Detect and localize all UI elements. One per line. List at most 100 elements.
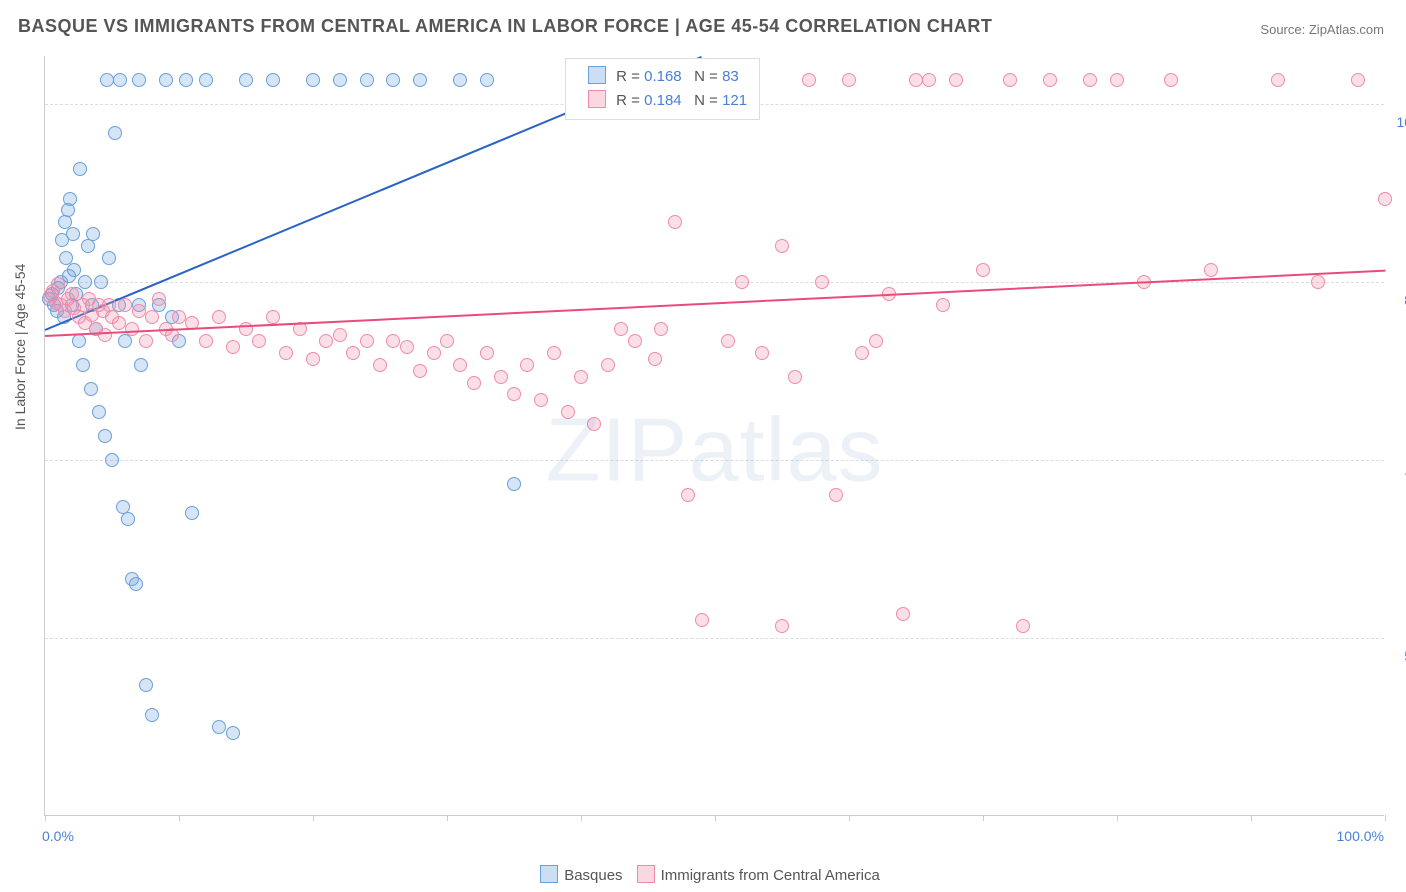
point-basques: [453, 73, 467, 87]
point-basques: [63, 192, 77, 206]
point-immigrants: [829, 488, 843, 502]
x-tick-label: 0.0%: [42, 828, 74, 844]
legend-swatch: [540, 865, 558, 883]
point-basques: [72, 334, 86, 348]
x-tick-label: 100.0%: [1337, 828, 1384, 844]
point-immigrants: [346, 346, 360, 360]
point-basques: [73, 162, 87, 176]
point-immigrants: [842, 73, 856, 87]
point-basques: [94, 275, 108, 289]
x-tick: [1385, 815, 1386, 821]
point-basques: [306, 73, 320, 87]
point-immigrants: [494, 370, 508, 384]
point-immigrants: [775, 239, 789, 253]
point-immigrants: [949, 73, 963, 87]
point-basques: [92, 405, 106, 419]
point-immigrants: [266, 310, 280, 324]
point-basques: [113, 73, 127, 87]
point-basques: [118, 334, 132, 348]
source-link[interactable]: ZipAtlas.com: [1309, 22, 1384, 37]
point-immigrants: [922, 73, 936, 87]
stat-r: 0.184: [644, 92, 682, 109]
point-immigrants: [132, 304, 146, 318]
point-immigrants: [319, 334, 333, 348]
point-basques: [78, 275, 92, 289]
plot-area: ZIPatlas R = 0.168 N = 83 R = 0.184 N = …: [44, 56, 1384, 816]
point-immigrants: [1311, 275, 1325, 289]
point-basques: [226, 726, 240, 740]
x-tick: [715, 815, 716, 821]
point-basques: [102, 251, 116, 265]
x-tick: [45, 815, 46, 821]
legend: BasquesImmigrants from Central America: [0, 865, 1406, 884]
point-immigrants: [1083, 73, 1097, 87]
point-immigrants: [614, 322, 628, 336]
y-tick-label: 55.0%: [1389, 648, 1406, 664]
point-immigrants: [788, 370, 802, 384]
point-immigrants: [1003, 73, 1017, 87]
chart-container: BASQUE VS IMMIGRANTS FROM CENTRAL AMERIC…: [0, 0, 1406, 892]
point-immigrants: [896, 607, 910, 621]
point-immigrants: [118, 298, 132, 312]
point-immigrants: [427, 346, 441, 360]
point-immigrants: [1204, 263, 1218, 277]
legend-label: Immigrants from Central America: [661, 867, 880, 884]
point-immigrants: [1378, 192, 1392, 206]
point-immigrants: [721, 334, 735, 348]
point-basques: [507, 477, 521, 491]
point-basques: [145, 708, 159, 722]
x-tick: [581, 815, 582, 821]
point-immigrants: [695, 613, 709, 627]
stat-r: 0.168: [644, 68, 682, 85]
point-immigrants: [648, 352, 662, 366]
point-basques: [98, 429, 112, 443]
point-immigrants: [547, 346, 561, 360]
x-tick: [313, 815, 314, 821]
gridline: [45, 460, 1384, 461]
y-tick-label: 85.0%: [1389, 292, 1406, 308]
point-basques: [413, 73, 427, 87]
trendline-immigrants: [45, 270, 1385, 337]
point-immigrants: [1164, 73, 1178, 87]
point-immigrants: [279, 346, 293, 360]
y-tick-label: 100.0%: [1389, 114, 1406, 130]
correlation-stat-box: R = 0.168 N = 83 R = 0.184 N = 121: [565, 58, 760, 120]
point-basques: [132, 73, 146, 87]
point-immigrants: [453, 358, 467, 372]
point-immigrants: [802, 73, 816, 87]
point-immigrants: [172, 310, 186, 324]
gridline: [45, 638, 1384, 639]
point-basques: [134, 358, 148, 372]
point-basques: [139, 678, 153, 692]
point-basques: [266, 73, 280, 87]
point-immigrants: [226, 340, 240, 354]
stat-n: 121: [722, 92, 747, 109]
point-basques: [76, 358, 90, 372]
point-basques: [121, 512, 135, 526]
point-immigrants: [1271, 73, 1285, 87]
point-basques: [386, 73, 400, 87]
point-immigrants: [413, 364, 427, 378]
point-basques: [66, 227, 80, 241]
point-immigrants: [400, 340, 414, 354]
point-immigrants: [1110, 73, 1124, 87]
point-basques: [159, 73, 173, 87]
point-immigrants: [1043, 73, 1057, 87]
point-immigrants: [520, 358, 534, 372]
point-basques: [212, 720, 226, 734]
point-immigrants: [681, 488, 695, 502]
point-immigrants: [386, 334, 400, 348]
gridline: [45, 282, 1384, 283]
source-label: Source:: [1260, 22, 1305, 37]
point-immigrants: [909, 73, 923, 87]
point-immigrants: [125, 322, 139, 336]
point-basques: [480, 73, 494, 87]
point-basques: [333, 73, 347, 87]
point-basques: [84, 382, 98, 396]
legend-swatch: [637, 865, 655, 883]
stat-n: 83: [722, 68, 739, 85]
point-basques: [61, 203, 75, 217]
point-immigrants: [855, 346, 869, 360]
point-immigrants: [212, 310, 226, 324]
watermark: ZIPatlas: [545, 399, 883, 502]
